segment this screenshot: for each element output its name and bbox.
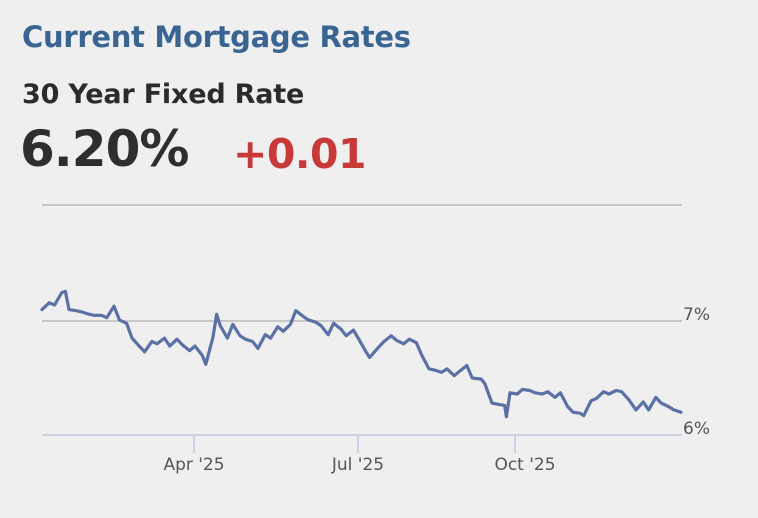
rate-change-badge: +0.01 bbox=[233, 130, 367, 178]
x-label-jul: Jul '25 bbox=[331, 455, 384, 475]
x-axis-ticks bbox=[193, 435, 516, 453]
page-title: Current Mortgage Rates bbox=[22, 20, 411, 54]
x-axis-labels: Apr '25 Jul '25 Oct '25 bbox=[163, 455, 555, 475]
rate-series-line bbox=[40, 289, 683, 419]
y-axis-labels: 7% 6% bbox=[683, 305, 710, 439]
y-label-7: 7% bbox=[683, 305, 710, 325]
gridlines bbox=[42, 204, 682, 436]
y-label-6: 6% bbox=[683, 419, 710, 439]
x-label-oct: Oct '25 bbox=[494, 455, 555, 475]
product-name: 30 Year Fixed Rate bbox=[22, 79, 305, 110]
current-rate: 6.20% bbox=[20, 120, 189, 178]
x-label-apr: Apr '25 bbox=[163, 455, 224, 475]
